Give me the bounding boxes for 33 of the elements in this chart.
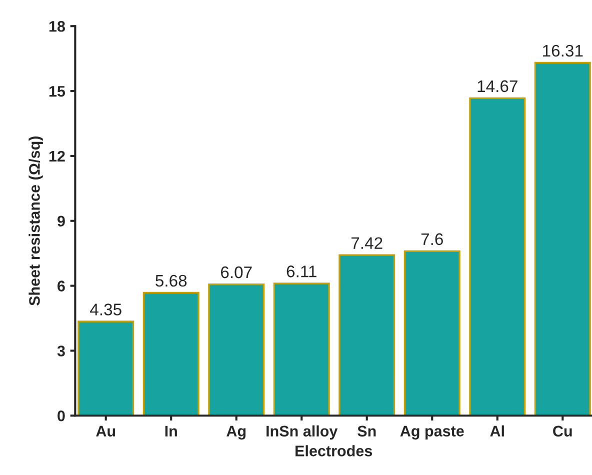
bar	[78, 320, 134, 416]
bar	[404, 250, 460, 416]
y-tick-label: 9	[57, 216, 65, 227]
data-label: 6.11	[286, 266, 316, 278]
y-tick-label: 3	[57, 346, 65, 356]
y-axis-title: Sheet resistance (Ω/sq)	[28, 136, 43, 306]
bar	[273, 282, 330, 416]
data-label: 6.07	[220, 266, 252, 278]
data-label: 7.42	[352, 237, 382, 249]
x-tick-label: Sn	[358, 426, 376, 437]
x-tick-label: Al	[490, 425, 504, 436]
y-tick-label: 6	[58, 280, 65, 292]
x-tick-label: Ag	[226, 426, 246, 440]
bar	[208, 283, 265, 416]
x-tick-label: Cu	[553, 426, 572, 437]
x-tick-label: InSn alloy	[266, 425, 338, 440]
data-label: 16.31	[543, 44, 583, 57]
bar	[142, 292, 200, 416]
bar	[534, 62, 591, 416]
x-tick-label: In	[165, 426, 177, 436]
data-label: 14.67	[478, 80, 518, 92]
x-axis-title: Electrodes	[296, 445, 372, 456]
y-tick-label: 18	[49, 20, 65, 32]
bar	[338, 254, 396, 416]
data-label: 7.6	[421, 233, 443, 246]
x-tick-label: Ag paste	[400, 426, 464, 440]
data-label: 5.68	[156, 274, 187, 287]
y-tick-label: 0	[58, 410, 65, 422]
y-tick-label: 12	[49, 150, 65, 162]
x-tick-label: Au	[96, 426, 116, 437]
bar	[469, 97, 526, 416]
data-label: 4.35	[90, 304, 122, 316]
y-tick-label: 15	[49, 86, 66, 97]
